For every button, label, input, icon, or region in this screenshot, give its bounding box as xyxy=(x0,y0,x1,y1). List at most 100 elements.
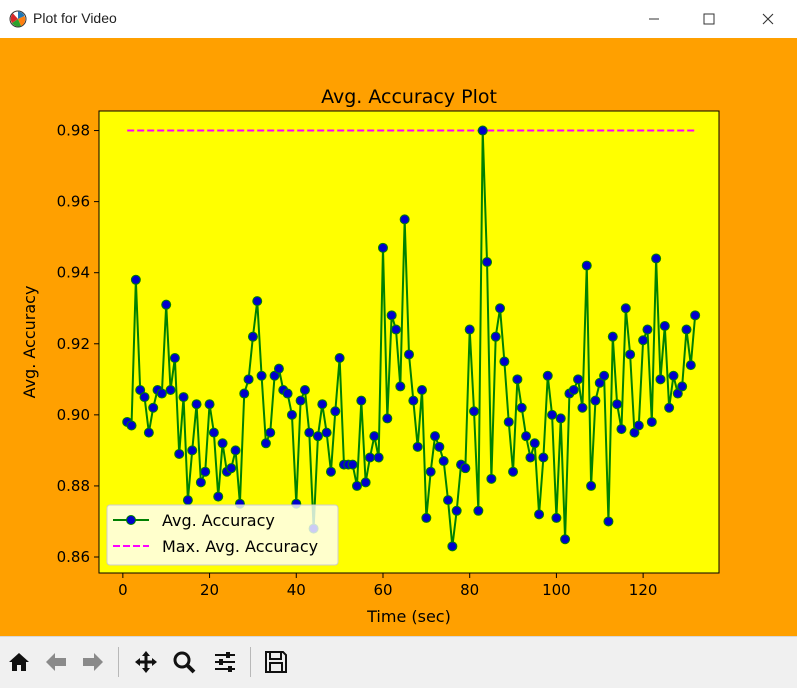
data-point xyxy=(169,352,180,363)
legend-label-avg-accuracy: Avg. Accuracy xyxy=(162,511,275,530)
data-point xyxy=(373,452,384,463)
data-point xyxy=(516,402,527,413)
data-point xyxy=(469,406,480,417)
y-tick-label: 0.90 xyxy=(57,406,90,424)
y-tick-label: 0.86 xyxy=(57,548,90,566)
data-point xyxy=(664,402,675,413)
data-point xyxy=(312,431,323,442)
data-point xyxy=(508,466,519,477)
data-point xyxy=(130,274,141,285)
data-point xyxy=(633,420,644,431)
data-point xyxy=(325,466,336,477)
x-tick-label: 60 xyxy=(373,581,392,599)
data-point xyxy=(577,402,588,413)
back-button[interactable] xyxy=(40,646,72,678)
data-point xyxy=(438,456,449,467)
data-point xyxy=(659,321,670,332)
home-icon xyxy=(9,653,29,671)
data-point xyxy=(495,303,506,314)
close-button[interactable] xyxy=(745,0,791,38)
data-point xyxy=(299,384,310,395)
data-point xyxy=(182,495,193,506)
forward-button[interactable] xyxy=(77,646,109,678)
maximize-icon xyxy=(703,13,715,25)
data-point xyxy=(252,296,263,307)
legend-marker-avg-accuracy xyxy=(126,515,136,525)
data-point xyxy=(256,370,267,381)
data-point xyxy=(651,253,662,264)
data-point xyxy=(317,399,328,410)
legend: Avg. Accuracy Max. Avg. Accuracy xyxy=(106,504,339,566)
data-point xyxy=(273,363,284,374)
data-point xyxy=(499,356,510,367)
save-button[interactable] xyxy=(260,646,292,678)
y-tick-label: 0.94 xyxy=(57,264,90,282)
x-tick-label: 20 xyxy=(200,581,219,599)
data-point xyxy=(555,413,566,424)
window-titlebar: Plot for Video xyxy=(0,0,797,39)
data-point xyxy=(534,509,545,520)
y-tick-label: 0.88 xyxy=(57,477,90,495)
configure-subplots-icon xyxy=(215,652,235,672)
data-point xyxy=(377,242,388,253)
data-point xyxy=(594,377,605,388)
data-point xyxy=(260,438,271,449)
data-point xyxy=(135,384,146,395)
data-point xyxy=(187,445,198,456)
data-point xyxy=(417,384,428,395)
x-axis-label: Time (sec) xyxy=(366,607,451,626)
data-point xyxy=(334,352,345,363)
data-point xyxy=(399,214,410,225)
data-point xyxy=(503,416,514,427)
data-point xyxy=(538,452,549,463)
legend-label-max-avg-accuracy: Max. Avg. Accuracy xyxy=(162,537,318,556)
home-button[interactable] xyxy=(3,646,35,678)
data-point xyxy=(460,463,471,474)
data-point xyxy=(568,384,579,395)
data-point xyxy=(464,324,475,335)
data-point xyxy=(148,402,159,413)
data-point xyxy=(529,438,540,449)
minimize-icon xyxy=(649,18,659,20)
data-point xyxy=(560,534,571,545)
data-point xyxy=(434,441,445,452)
data-point xyxy=(247,331,258,342)
data-point xyxy=(625,349,636,360)
figure-canvas[interactable]: Avg. Accuracy Plot Time (sec) Avg. Accurac… xyxy=(0,38,797,636)
data-point xyxy=(156,388,167,399)
zoom-icon xyxy=(173,651,196,674)
data-point xyxy=(330,406,341,417)
data-point xyxy=(286,409,297,420)
pan-button[interactable] xyxy=(130,646,162,678)
data-point xyxy=(360,477,371,488)
data-point xyxy=(282,388,293,399)
toolbar-separator xyxy=(118,647,119,677)
maximize-button[interactable] xyxy=(686,0,732,38)
configure-subplots-button[interactable] xyxy=(209,646,241,678)
x-tick-label: 100 xyxy=(542,581,571,599)
y-tick-label: 0.96 xyxy=(57,193,90,211)
data-point xyxy=(525,452,536,463)
data-point xyxy=(672,388,683,399)
data-point xyxy=(616,424,627,435)
data-point xyxy=(382,413,393,424)
data-point xyxy=(473,505,484,516)
window-title: Plot for Video xyxy=(33,10,117,26)
data-point xyxy=(364,452,375,463)
accuracy-chart[interactable]: Avg. Accuracy Plot Time (sec) Avg. Accurac… xyxy=(0,38,797,636)
zoom-button[interactable] xyxy=(168,646,200,678)
pan-icon xyxy=(135,651,157,673)
data-point xyxy=(390,324,401,335)
data-point xyxy=(685,360,696,371)
data-point xyxy=(304,427,315,438)
y-tick-label: 0.92 xyxy=(57,335,90,353)
data-point xyxy=(430,431,441,442)
data-point xyxy=(547,409,558,420)
data-point xyxy=(451,505,462,516)
data-point xyxy=(404,349,414,360)
y-axis-label: Avg. Accuracy xyxy=(20,286,39,399)
data-point xyxy=(447,541,458,552)
close-icon xyxy=(762,13,774,25)
minimize-button[interactable] xyxy=(631,0,677,38)
data-point xyxy=(586,480,597,491)
